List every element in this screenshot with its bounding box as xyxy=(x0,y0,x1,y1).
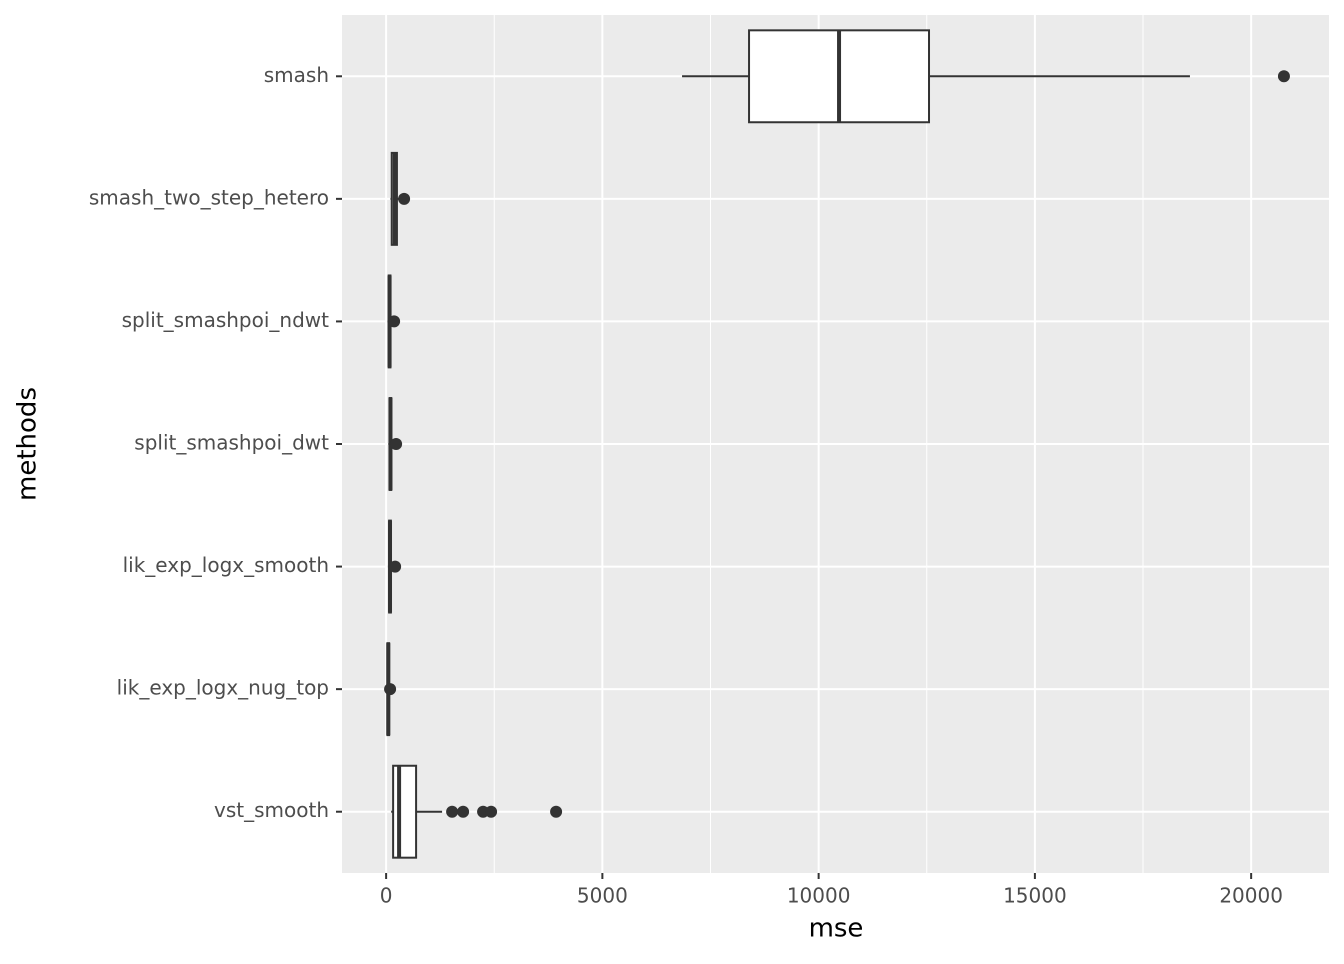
y-tick-label: lik_exp_logx_smooth xyxy=(123,553,329,577)
outlier xyxy=(388,315,401,328)
y-tick-label: lik_exp_logx_nug_top xyxy=(117,676,329,700)
outlier xyxy=(457,805,470,818)
x-tick-label: 0 xyxy=(380,884,393,908)
outlier xyxy=(384,683,397,696)
y-tick-label: smash_two_step_hetero xyxy=(89,185,329,209)
x-tick-label: 5000 xyxy=(577,884,628,908)
outlier xyxy=(485,805,498,818)
x-tick-label: 20000 xyxy=(1219,884,1283,908)
x-tick-label: 10000 xyxy=(787,884,851,908)
y-tick-label: smash xyxy=(264,63,329,87)
outlier xyxy=(398,192,411,205)
x-axis-title: mse xyxy=(809,914,864,944)
y-axis-title: methods xyxy=(13,387,43,501)
outlier xyxy=(446,805,459,818)
y-tick-label: split_smashpoi_ndwt xyxy=(122,308,330,332)
outlier xyxy=(390,438,403,450)
box xyxy=(392,764,418,859)
outlier xyxy=(1277,70,1290,83)
outlier xyxy=(550,805,563,818)
outlier xyxy=(389,560,402,573)
y-tick-label: split_smashpoi_dwt xyxy=(134,431,329,455)
y-tick-label: vst_smooth xyxy=(214,798,329,822)
x-tick-label: 15000 xyxy=(1003,884,1067,908)
